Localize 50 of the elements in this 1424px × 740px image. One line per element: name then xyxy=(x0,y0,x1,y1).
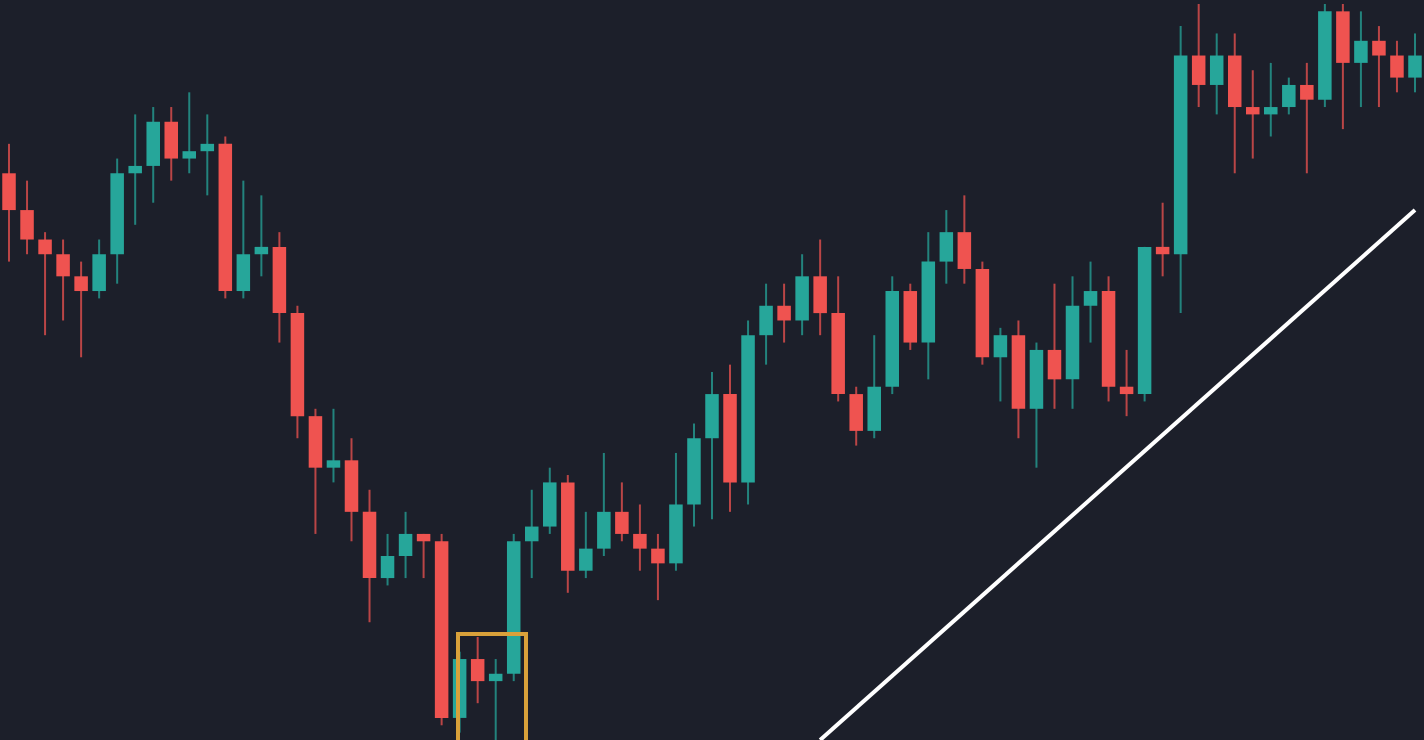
candlestick xyxy=(813,238,827,337)
candlestick xyxy=(615,481,629,543)
candlestick xyxy=(236,179,251,300)
candlestick xyxy=(398,510,413,580)
candlestick xyxy=(326,407,341,484)
candlestick xyxy=(705,371,719,521)
candlestick xyxy=(1354,10,1368,109)
candlestick xyxy=(416,532,431,580)
candlestick xyxy=(1282,76,1296,116)
candlestick xyxy=(524,488,539,580)
candlestick xyxy=(92,238,106,300)
candlestick xyxy=(200,113,215,197)
candlestick xyxy=(182,91,197,175)
candlestick xyxy=(380,532,395,587)
candlestick xyxy=(254,194,269,278)
candlestick xyxy=(1191,3,1206,109)
candlestick xyxy=(957,194,972,285)
candlestick xyxy=(1264,61,1278,138)
candlestick xyxy=(470,635,485,705)
candlestick xyxy=(1390,39,1404,94)
candlestick xyxy=(1372,25,1386,109)
candlestick xyxy=(651,532,665,602)
candlestick xyxy=(759,282,773,366)
candlestick xyxy=(38,231,52,337)
candlestick xyxy=(795,253,809,337)
candlestick xyxy=(146,106,160,204)
candlestick xyxy=(1408,32,1422,94)
candlestick xyxy=(128,113,142,226)
candlestick xyxy=(1047,282,1062,410)
candlestick xyxy=(849,385,863,447)
candlestick xyxy=(993,326,1008,403)
candlestick xyxy=(1119,348,1134,418)
candlestick xyxy=(74,260,88,359)
candlestick xyxy=(633,503,647,572)
candlestick xyxy=(164,106,178,182)
candlestick xyxy=(56,238,70,322)
candlestick xyxy=(488,658,503,740)
candlestick xyxy=(1083,260,1098,344)
candlestick xyxy=(579,510,593,580)
candlestick xyxy=(597,451,611,557)
candlestick xyxy=(939,209,954,285)
candlestick xyxy=(867,334,881,440)
candlestick xyxy=(1155,201,1170,278)
candlestick xyxy=(543,466,557,535)
candlestick xyxy=(1209,32,1224,116)
candlestick xyxy=(20,179,34,256)
candlestick xyxy=(2,142,16,263)
candlestick xyxy=(1300,61,1314,175)
candlestick xyxy=(777,282,791,344)
candlestick xyxy=(1246,69,1260,160)
